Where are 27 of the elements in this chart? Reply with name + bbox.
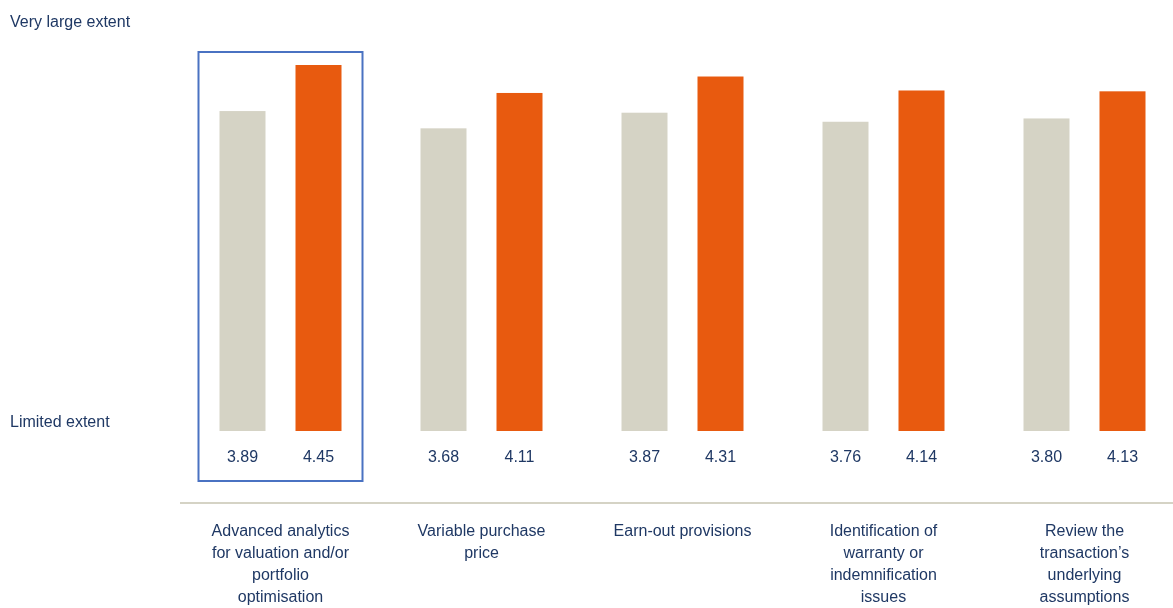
text: Very large extent [10,12,131,30]
x-tick-label: Earn-out provisions [613,522,752,539]
text: Limited extent [10,412,111,430]
data-label: 3.80 [1030,448,1063,465]
bar [822,121,869,431]
bar [1023,118,1070,431]
x-tick-label: Review the transaction’s underlying assumptions [1039,522,1130,605]
bar [496,92,543,431]
bar [697,76,744,431]
data-label: 3.68 [427,448,460,465]
bar [219,111,266,431]
data-label: 4.13 [1106,448,1139,465]
data-label: 3.87 [628,448,661,465]
bar [295,65,342,431]
data-label: 4.11 [504,448,535,465]
x-tick-label: Variable purchase price [417,522,546,561]
data-label: 4.31 [704,448,737,465]
data-label: 4.45 [302,448,335,465]
bar [898,90,945,431]
bar [621,112,668,431]
x-tick-label: Identification of warranty or indemnification issues [829,522,938,605]
data-label: 3.76 [829,448,862,465]
x-tick-label: Advanced analytics for valuation and/or portfolio optimisation [211,522,350,605]
bar [1099,91,1146,431]
data-label: 3.89 [226,448,259,465]
bar [420,128,467,431]
data-label: 4.14 [905,448,938,465]
